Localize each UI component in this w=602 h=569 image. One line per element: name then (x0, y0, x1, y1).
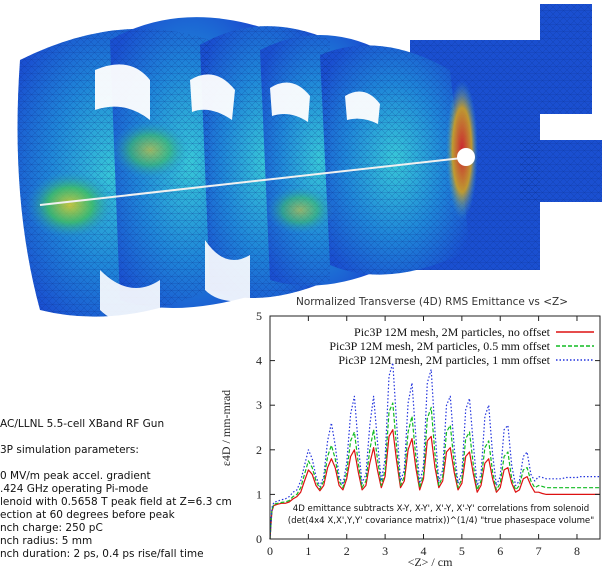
y-tick-label: 3 (256, 398, 262, 412)
x-tick-label: 6 (497, 544, 503, 558)
chart-title: Normalized Transverse (4D) RMS Emittance… (296, 296, 569, 308)
x-tick-label: 0 (267, 544, 273, 558)
param-line: AC/LLNL 5.5-cell XBand RF Gun (0, 418, 165, 430)
param-line: nch charge: 250 pC (0, 522, 103, 534)
y-tick-label: 1 (256, 487, 262, 501)
beam-axis (39, 157, 463, 206)
y-tick-label: 4 (256, 354, 262, 368)
series-line-2 (269, 402, 600, 540)
chart-annotation: 4D emittance subtracts X-Y, X-Y', X'-Y, … (288, 504, 594, 526)
x-tick-label: 1 (305, 544, 311, 558)
x-tick-label: 5 (459, 544, 465, 558)
param-line: nch duration: 2 ps, 0.4 ps rise/fall tim… (0, 548, 204, 560)
param-line: nch radius: 5 mm (0, 535, 93, 547)
x-axis-label: <Z> / cm (408, 555, 454, 569)
rf-gun-mesh-rendering (17, 4, 602, 324)
annotation-line: (det(4x4 X,X',Y,Y' covariance matrix))^(… (288, 516, 594, 526)
param-line: 0 MV/m peak accel. gradient (0, 470, 151, 482)
annotation-line: 4D emittance subtracts X-Y, X-Y', X'-Y, … (293, 504, 590, 514)
param-line: ection at 60 degrees before peak (0, 509, 175, 521)
beam-exit-aperture (457, 148, 475, 166)
plot-frame (269, 315, 601, 540)
cavity-cells (17, 17, 478, 324)
legend-label-1: Pic3P 12M mesh, 2M particles, no offset (354, 325, 551, 339)
x-tick-label: 4 (420, 544, 426, 558)
x-tick-label: 7 (536, 544, 542, 558)
param-line: 3P simulation parameters: (0, 444, 139, 456)
x-tick-label: 2 (344, 544, 350, 558)
simulation-parameters: AC/LLNL 5.5-cell XBand RF Gun 3P simulati… (0, 418, 290, 561)
y-axis-label: ε4D / mm-mrad (219, 390, 233, 466)
legend-label-3: Pic3P 12M mesh, 2M particles, 1 mm offse… (338, 353, 550, 367)
x-tick-label: 3 (382, 544, 388, 558)
series-line-1 (269, 429, 600, 540)
x-tick-label: 8 (574, 544, 580, 558)
emittance-chart: 0 1 2 3 4 5 6 7 8 0 1 2 3 4 5 <Z> / cm ε4D / mm-mrad P… (219, 309, 601, 569)
param-line: lenoid with 0.5658 T peak field at Z=6.3… (0, 496, 232, 508)
param-line: .424 GHz operating Pi-mode (0, 483, 149, 495)
series-line-3 (269, 362, 600, 540)
chart-legend: Pic3P 12M mesh, 2M particles, no offsetP… (329, 325, 594, 367)
legend-label-2: Pic3P 12M mesh, 2M particles, 0.5 mm off… (329, 339, 550, 353)
y-tick-label: 5 (256, 309, 262, 323)
y-tick-label: 2 (256, 443, 262, 457)
y-tick-label: 0 (256, 532, 262, 546)
